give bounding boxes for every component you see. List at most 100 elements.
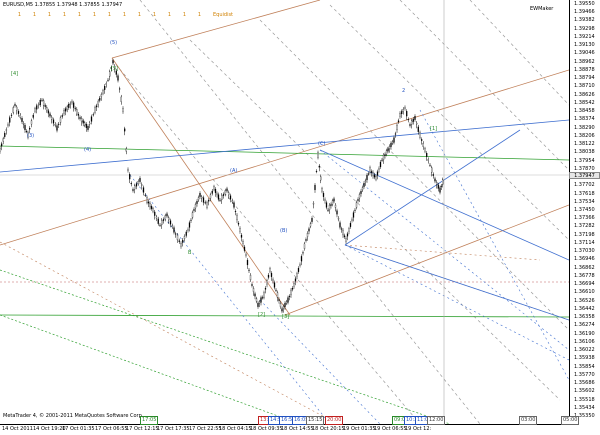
time-tick-label: 19 Oct 01:35 xyxy=(343,426,376,432)
candle-body xyxy=(16,106,18,111)
price-tick-label: 1.36358 xyxy=(574,314,595,321)
candle-body xyxy=(32,114,34,118)
candle-body xyxy=(42,100,45,106)
candle-body xyxy=(327,209,329,211)
timeframe-button[interactable]: 1 xyxy=(137,12,142,18)
timeframe-button[interactable]: 1 xyxy=(47,12,52,18)
candle-body xyxy=(251,284,253,286)
price-axis[interactable]: 1.39550 1.39466 1.39382 1.39298 1.39214 1.391… xyxy=(569,0,600,424)
price-tick-label: 1.39214 xyxy=(574,33,595,40)
candle-body xyxy=(34,108,36,112)
candle-body xyxy=(373,174,376,178)
candle-body xyxy=(46,107,48,111)
candle-body xyxy=(296,273,298,277)
candle-body xyxy=(384,154,386,156)
timeframe-button[interactable]: 1 xyxy=(62,12,67,18)
candle-body xyxy=(185,231,187,236)
wave-label: B xyxy=(188,250,192,256)
price-tick-label: 1.37366 xyxy=(574,215,595,222)
price-tick-label: 1.37114 xyxy=(574,239,595,246)
wave-label: [4] xyxy=(11,71,18,77)
timeframe-button[interactable]: 1 xyxy=(152,12,157,18)
candle-body xyxy=(209,194,212,199)
candle-body xyxy=(249,274,252,281)
candle-body xyxy=(77,114,80,116)
price-tick-label: 1.36862 xyxy=(574,264,595,271)
candle-body xyxy=(270,273,273,277)
candle-body xyxy=(234,211,237,213)
candle-body xyxy=(122,108,124,112)
candle-body xyxy=(440,185,442,187)
candle-body xyxy=(399,113,401,117)
candle-body xyxy=(224,190,226,195)
candle-body xyxy=(132,189,134,191)
price-tick-label: 1.37450 xyxy=(574,207,595,213)
candle-body xyxy=(168,217,170,221)
candle-body xyxy=(2,138,4,142)
price-tick-label: 1.39382 xyxy=(574,17,595,24)
candle-body xyxy=(439,187,441,193)
candle-body xyxy=(120,96,122,102)
candle-body xyxy=(51,116,53,120)
candle-body xyxy=(134,185,136,190)
candle-body xyxy=(63,110,65,114)
price-tick-label: 1.35938 xyxy=(574,355,595,362)
candle-body xyxy=(401,111,403,115)
time-axis[interactable]: 14 Oct 2011 14 Oct 19:20 17 Oct 01:35 17 Oc… xyxy=(0,424,569,435)
candle-body xyxy=(213,186,215,190)
candle-body xyxy=(197,197,200,201)
candle-body xyxy=(385,150,388,155)
candle-body xyxy=(381,159,383,161)
price-tick-label: 1.35434 xyxy=(574,404,595,411)
candle-body xyxy=(7,124,9,126)
candle-body xyxy=(355,202,358,208)
candle-body xyxy=(396,124,398,131)
timeframe-button[interactable]: 1 xyxy=(17,12,22,18)
price-tick-label: 1.38206 xyxy=(574,132,595,139)
price-tick-label: 1.37534 xyxy=(574,198,595,205)
candle-body xyxy=(303,243,306,249)
price-tick-label: 1.38458 xyxy=(574,108,595,115)
candle-body xyxy=(267,274,270,278)
candle-body xyxy=(52,119,55,124)
candle-body xyxy=(41,99,43,101)
candle-body xyxy=(340,228,343,230)
price-tick-label: 1.36022 xyxy=(574,347,595,354)
timeframe-button[interactable]: 1 xyxy=(122,12,127,18)
candle-body xyxy=(82,120,84,124)
price-tick-label: 1.39130 xyxy=(574,42,595,49)
candle-body xyxy=(421,139,423,141)
wave-label: (3) xyxy=(27,133,34,139)
candle-body xyxy=(84,122,86,126)
candle-body xyxy=(397,120,400,123)
candle-body xyxy=(321,188,323,192)
timeframe-button[interactable]: 1 xyxy=(167,12,172,18)
timeframe-button[interactable]: 1 xyxy=(182,12,187,18)
candle-body xyxy=(142,187,145,193)
blue-channel-lines xyxy=(0,119,569,321)
candle-body xyxy=(393,137,395,143)
chart-canvas[interactable]: [4] (3) (4) (5) [5] B (A) [2] (B) [3] (C) 2 [1] xyxy=(0,0,569,424)
candle-body xyxy=(129,174,131,180)
wave-label: (4) xyxy=(84,147,91,153)
timeframe-button[interactable]: 1 xyxy=(92,12,97,18)
timeframe-button[interactable]: 1 xyxy=(32,12,37,18)
candle-body xyxy=(293,283,295,287)
time-marker-box: 15:15 xyxy=(306,416,325,425)
timeframe-button[interactable]: 1 xyxy=(77,12,82,18)
timeframe-button[interactable]: 1 xyxy=(197,12,202,18)
candle-body xyxy=(236,214,238,221)
candle-body xyxy=(178,240,180,242)
candle-body xyxy=(59,117,62,123)
candle-body xyxy=(29,127,31,130)
equidistant-button[interactable]: Equidist xyxy=(213,12,234,18)
time-tick-label: 19 Oct 06:55 xyxy=(374,426,407,432)
candle-body xyxy=(217,194,220,200)
candle-body xyxy=(164,215,166,220)
candle-body xyxy=(349,223,352,227)
price-tick-label: 1.38710 xyxy=(574,83,595,90)
candle-body xyxy=(320,176,322,181)
timeframe-button[interactable]: 1 xyxy=(107,12,112,18)
price-tick-label: 1.38626 xyxy=(574,91,595,98)
